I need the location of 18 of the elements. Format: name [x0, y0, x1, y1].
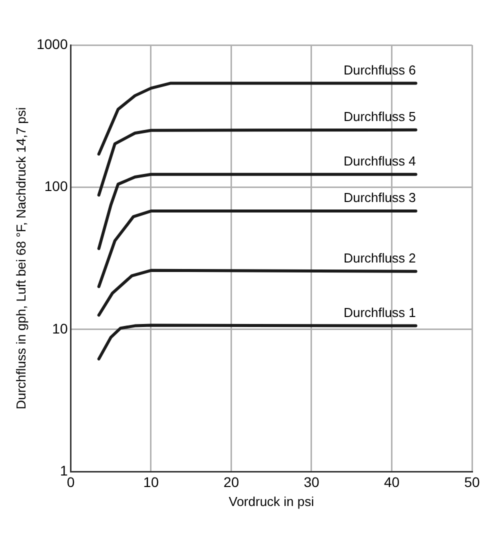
x-tick-label: 20 [223, 474, 240, 490]
x-tick-label: 10 [143, 474, 159, 490]
y-tick-label: 100 [44, 178, 68, 194]
series-label: Durchfluss 1 [344, 304, 416, 320]
y-axis-title: Durchfluss in gph, Luft bei 68 °F, Nachdruck 14,7 psi [13, 107, 28, 410]
y-tick-label: 1 [60, 462, 68, 478]
x-tick-label: 50 [464, 474, 480, 490]
y-tick-label: 10 [52, 320, 68, 336]
x-tick-label: 40 [384, 474, 400, 490]
series-label: Durchfluss 6 [344, 62, 416, 78]
y-tick-label: 1000 [36, 36, 68, 52]
x-tick-label: 30 [304, 474, 320, 490]
series-label: Durchfluss 5 [344, 108, 416, 124]
x-axis-title: Vordruck in psi [228, 494, 314, 509]
series-label: Durchfluss 2 [344, 250, 416, 266]
series-label: Durchfluss 3 [344, 190, 416, 206]
x-tick-label: 0 [66, 474, 75, 490]
series-label: Durchfluss 4 [344, 153, 416, 168]
